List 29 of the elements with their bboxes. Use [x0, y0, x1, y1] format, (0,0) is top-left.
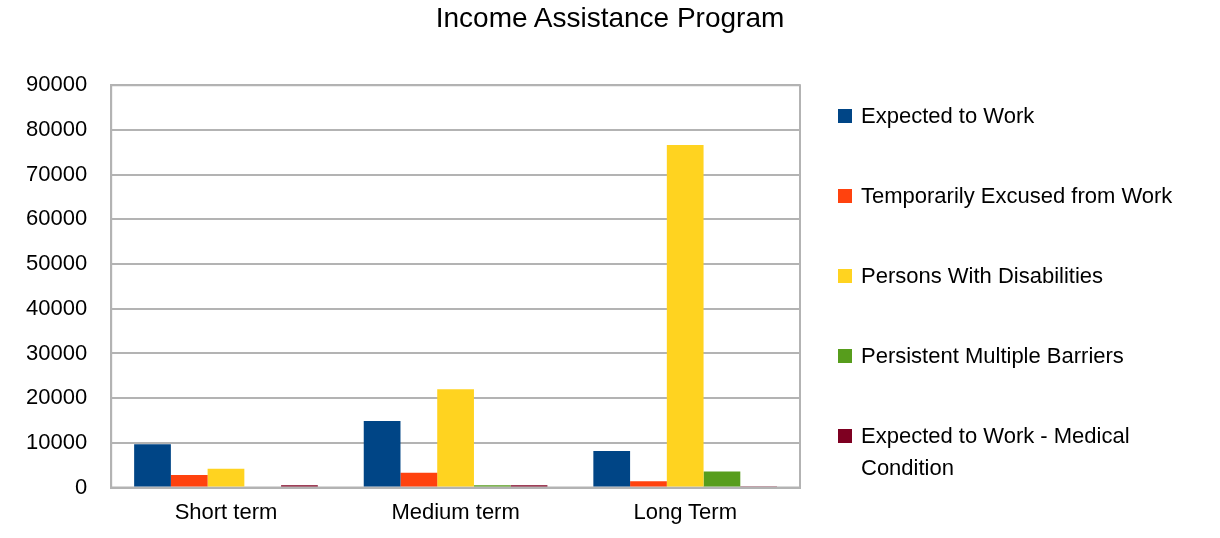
chart-title: Income Assistance Program — [434, 2, 786, 34]
bar — [363, 420, 401, 487]
bar — [593, 450, 631, 487]
bar — [170, 475, 208, 487]
bar — [134, 444, 171, 487]
x-tick-label: Short term — [174, 498, 278, 524]
y-tick-label: 40000 — [25, 294, 88, 320]
bar — [207, 468, 245, 487]
y-tick-label: 50000 — [25, 250, 88, 276]
y-tick-label: 60000 — [25, 205, 88, 231]
legend-label: Persons With Disabilities — [861, 262, 1104, 290]
bar — [437, 389, 474, 487]
x-tick-label: Medium term — [391, 498, 520, 524]
bar — [630, 481, 667, 487]
legend-label: Persistent Multiple Barriers — [861, 342, 1124, 370]
legend-label: Expected to Work — [861, 102, 1035, 130]
legend-label: Temporarily Excused from Work — [861, 182, 1173, 210]
y-tick-label: 90000 — [25, 71, 88, 97]
x-tick-label: Long Term — [633, 498, 737, 524]
y-tick-label: 30000 — [25, 339, 88, 365]
y-tick-label: 20000 — [25, 384, 88, 410]
legend-label: Expected to Work - Medical Condition — [861, 422, 1131, 482]
bar — [703, 471, 741, 487]
y-tick-label: 80000 — [25, 115, 88, 141]
y-tick-label: 0 — [74, 473, 88, 499]
y-tick-label: 10000 — [25, 428, 88, 454]
y-tick-label: 70000 — [25, 160, 88, 186]
bar — [400, 472, 438, 487]
bar — [666, 145, 704, 487]
